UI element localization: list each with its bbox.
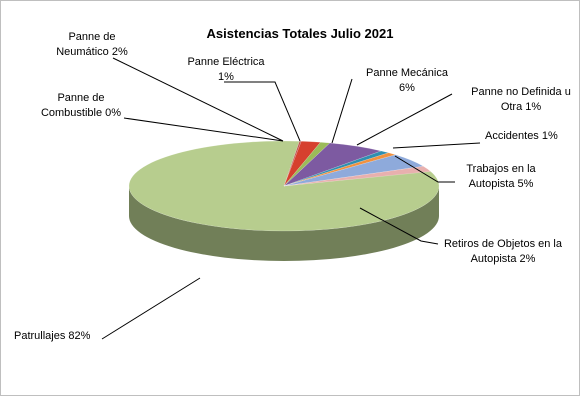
- pie-side-0: [129, 186, 439, 261]
- leader-line-0: [112, 57, 284, 142]
- label-panne-neumatico: Panne de Neumático 2%: [56, 31, 128, 58]
- pie-slice-5: [283, 150, 390, 187]
- label-panne-mecanica: Panne Mecánica 6%: [366, 67, 449, 94]
- pie-sides: [129, 186, 439, 261]
- label-retiros: Retiros de Objetos en la Autopista 2%: [444, 238, 563, 265]
- leader-lines: [101, 57, 481, 340]
- pie-slice-7: [283, 154, 425, 187]
- label-patrullajes: Patrullajes 82%: [14, 330, 91, 342]
- leader-line-4: [123, 117, 284, 142]
- label-trabajos: Trabajos en la Autopista 5%: [466, 163, 536, 190]
- pie-slice-2: [283, 141, 321, 187]
- pie-slice-6: [283, 152, 397, 187]
- label-panne-combustible: Panne de Combustible 0%: [41, 92, 121, 119]
- pie-slice-3: [283, 142, 331, 187]
- leader-line-2: [331, 78, 353, 144]
- leader-line-7: [359, 207, 439, 245]
- leader-line-8: [101, 277, 201, 340]
- leader-line-6: [394, 155, 455, 183]
- chart-title: Asistencias Totales Julio 2021: [207, 26, 394, 41]
- pie-slice-1: [283, 140, 302, 187]
- label-panne-electrica: Panne Eléctrica 1%: [187, 56, 265, 83]
- leader-line-5: [392, 142, 481, 149]
- leader-line-1: [224, 81, 301, 142]
- label-panne-no-definida: Panne no Definida u Otra 1%: [471, 86, 571, 113]
- pie-tops: [128, 140, 440, 232]
- leader-line-3: [356, 93, 453, 146]
- label-accidentes: Accidentes 1%: [485, 130, 558, 142]
- pie-slice-4: [283, 142, 383, 187]
- pie-slice-8: [283, 166, 432, 187]
